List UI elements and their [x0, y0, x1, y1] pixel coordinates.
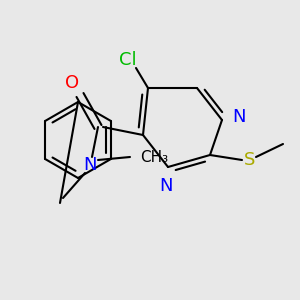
Text: O: O — [65, 74, 79, 92]
Text: N: N — [159, 177, 173, 195]
Text: Cl: Cl — [119, 51, 137, 69]
Text: CH₃: CH₃ — [140, 149, 168, 164]
Text: S: S — [244, 151, 256, 169]
Text: N: N — [83, 156, 97, 174]
Text: N: N — [232, 108, 245, 126]
